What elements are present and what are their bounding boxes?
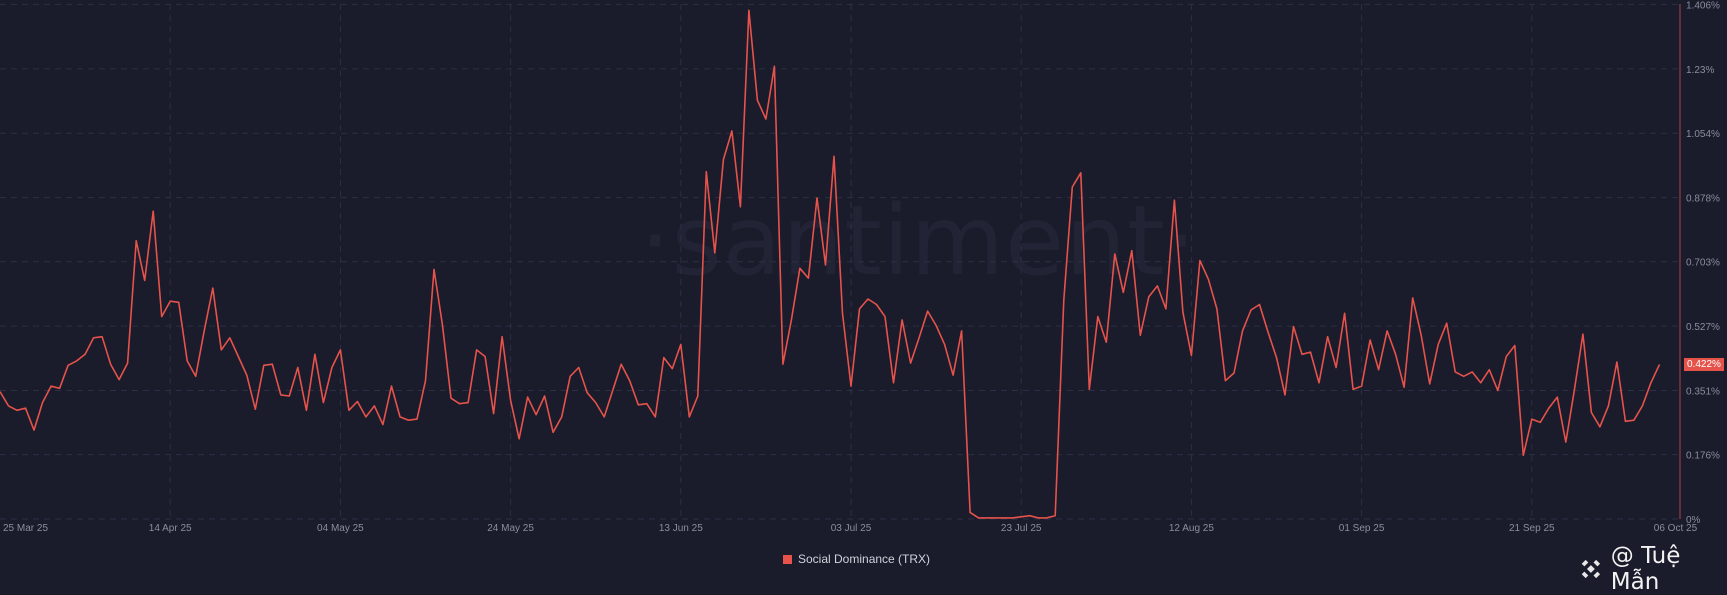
y-tick-label: 0.703%	[1686, 258, 1720, 269]
y-tick-label: 1.054%	[1686, 129, 1720, 140]
y-axis: 0% 0.176% 0.351% 0.527% 0.703% 0.878% 1.054% 1.…	[1686, 0, 1720, 526]
author-credit: @ Tuệ Mẫn	[1577, 543, 1727, 595]
social-dominance-chart: 25 Mar 25 14 Apr 25 04 May 25 24 May 25 13 J…	[0, 0, 1727, 582]
y-tick-label: 0.878%	[1686, 194, 1720, 205]
x-tick-label: 25 Mar 25	[3, 523, 48, 534]
y-tick-label: 0.351%	[1686, 387, 1720, 398]
legend-swatch	[783, 555, 792, 564]
binance-logo-icon	[1577, 554, 1605, 584]
x-tick-label: 21 Sep 25	[1509, 523, 1555, 534]
x-axis: 25 Mar 25 14 Apr 25 04 May 25 24 May 25 13 J…	[3, 523, 1698, 534]
y-tick-label: 0.176%	[1686, 451, 1720, 462]
y-tick-label: 1.23%	[1686, 65, 1714, 76]
credit-text: @ Tuệ Mẫn	[1611, 543, 1727, 595]
series	[0, 10, 1660, 518]
x-tick-label: 12 Aug 25	[1169, 523, 1214, 534]
x-tick-label: 04 May 25	[317, 523, 364, 534]
y-tick-label: 1.406%	[1686, 0, 1720, 11]
y-tick-label: 0%	[1686, 515, 1701, 526]
legend[interactable]: Social Dominance (TRX)	[783, 552, 930, 566]
x-tick-label: 24 May 25	[487, 523, 534, 534]
x-tick-label: 14 Apr 25	[149, 523, 192, 534]
y-tick-label: 0.527%	[1686, 322, 1720, 333]
legend-label: Social Dominance (TRX)	[798, 552, 930, 566]
series-line	[0, 10, 1660, 518]
x-tick-label: 01 Sep 25	[1339, 523, 1385, 534]
x-tick-label: 13 Jun 25	[659, 523, 703, 534]
x-tick-label: 23 Jul 25	[1001, 523, 1042, 534]
x-tick-label: 03 Jul 25	[831, 523, 872, 534]
current-value-badge: 0.422%	[1684, 358, 1724, 371]
